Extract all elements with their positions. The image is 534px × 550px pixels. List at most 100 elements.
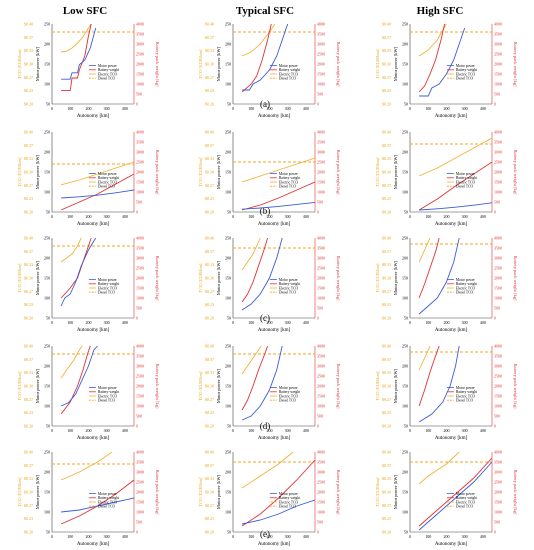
battery-tick-label: 3000 [136,256,144,261]
motor-tick-label: 150 [225,384,231,389]
tco-tick-label: $0.40 [382,22,391,27]
battery-tick-label: 1000 [317,404,325,409]
tco-tick-label: $0.33 [24,156,33,161]
motor-tick-label: 100 [44,296,50,301]
legend-label: Battery weight [279,390,300,394]
motor-tick-label: 100 [225,190,231,195]
battery-tick-label: 4000 [136,344,144,349]
tco-tick-label: $0.33 [205,370,214,375]
battery-weight-line [418,24,446,93]
legend-label: Diesel TCO [98,399,116,403]
battery-tick-label: 3500 [494,354,502,359]
motor-tick-label: 100 [225,510,231,515]
tco-tick-label: $0.27 [382,183,391,188]
x-tick-label: 0 [232,428,234,433]
tco-tick-label: $0.30 [205,62,214,67]
motor-tick-label: 100 [402,296,408,301]
tco-tick-label: $0.40 [24,450,33,455]
motor-power-line [419,27,466,97]
battery-tick-label: 3500 [317,460,325,465]
battery-tick-label: 1000 [317,82,325,87]
motor-tick-label: 150 [225,62,231,67]
battery-tick-label: 3500 [136,460,144,465]
battery-tick-label: 3000 [494,364,502,369]
x-axis-label: Autonomy [km] [258,114,291,119]
title-typical-sfc: Typical SFC [236,5,294,17]
motor-tick-label: 200 [225,256,231,261]
tco-tick-label: $0.20 [24,424,33,429]
motor-tick-label: 50 [404,530,408,535]
battery-axis-title: Battery pack weight [kg] [155,470,160,515]
legend-label: Motor power [456,492,476,496]
tco-tick-label: $0.30 [24,62,33,67]
electric-tco-line [60,161,134,186]
battery-tick-label: 3500 [494,32,502,37]
legend-label: Diesel TCO [279,77,297,81]
motor-tick-label: 100 [44,510,50,515]
battery-tick-label: 3000 [317,256,325,261]
panel-4-1: 0 100 200 300 400 Autonomy [km] 250 200 150 100 50… [198,450,341,548]
x-tick-label: 300 [285,214,291,219]
legend-label: Electric TCO [279,394,299,398]
battery-tick-label: 500 [136,92,142,97]
motor-tick-label: 150 [402,170,408,175]
motor-tick-label: 250 [402,236,408,241]
tco-tick-label: $0.40 [382,450,391,455]
battery-axis-title: Battery pack weight [kg] [336,470,341,515]
legend-label: Motor power [456,386,476,390]
tco-tick-label: $0.40 [382,236,391,241]
motor-axis-title: Motor power [kW] [35,154,40,189]
tco-tick-label: $0.33 [205,156,214,161]
motor-tick-label: 50 [404,210,408,215]
tco-axis-title: TCO [EUR/km] [375,157,380,187]
legend-label: Battery weight [98,68,119,72]
battery-axis-title: Battery pack weight [kg] [155,42,160,87]
motor-tick-label: 200 [44,470,50,475]
x-tick-label: 300 [104,534,110,539]
motor-tick-label: 200 [44,150,50,155]
x-tick-label: 100 [425,320,431,325]
x-tick-label: 0 [51,428,53,433]
motor-tick-label: 250 [225,130,231,135]
motor-tick-label: 250 [44,22,50,27]
battery-tick-label: 3500 [494,140,502,145]
tco-tick-label: $0.33 [24,48,33,53]
battery-axis-title: Battery pack weight [kg] [336,364,341,409]
battery-tick-label: 0 [494,102,496,107]
battery-tick-label: 1000 [317,296,325,301]
battery-weight-line [418,457,492,527]
motor-axis-title: Motor power [kW] [216,474,221,509]
tco-tick-label: $0.30 [24,384,33,389]
x-tick-label: 400 [480,428,486,433]
x-tick-label: 300 [462,106,468,111]
tco-tick-label: $0.23 [382,196,391,201]
legend-label: Motor power [98,278,118,282]
battery-tick-label: 500 [136,520,142,525]
motor-tick-label: 100 [402,190,408,195]
battery-tick-label: 2000 [317,490,325,495]
tco-tick-label: $0.20 [205,102,214,107]
legend-label: Motor power [279,492,299,496]
x-tick-label: 100 [425,214,431,219]
battery-tick-label: 4000 [494,236,502,241]
battery-tick-label: 1500 [494,500,502,505]
x-tick-label: 200 [443,428,449,433]
tco-axis-title: TCO [EUR/km] [17,477,22,507]
battery-tick-label: 1000 [494,82,502,87]
battery-weight-line [60,173,134,211]
battery-tick-label: 3000 [136,470,144,475]
x-tick-label: 200 [266,320,272,325]
battery-tick-label: 500 [136,414,142,419]
battery-tick-label: 1000 [494,510,502,515]
tco-tick-label: $0.33 [205,48,214,53]
tco-tick-label: $0.40 [205,22,214,27]
x-axis-label: Autonomy [km] [258,328,291,333]
motor-tick-label: 100 [225,82,231,87]
motor-tick-label: 200 [225,42,231,47]
motor-power-line [61,27,97,80]
tco-tick-label: $0.23 [205,88,214,93]
tco-axis-title: TCO [EUR/km] [375,263,380,293]
x-tick-label: 100 [425,106,431,111]
